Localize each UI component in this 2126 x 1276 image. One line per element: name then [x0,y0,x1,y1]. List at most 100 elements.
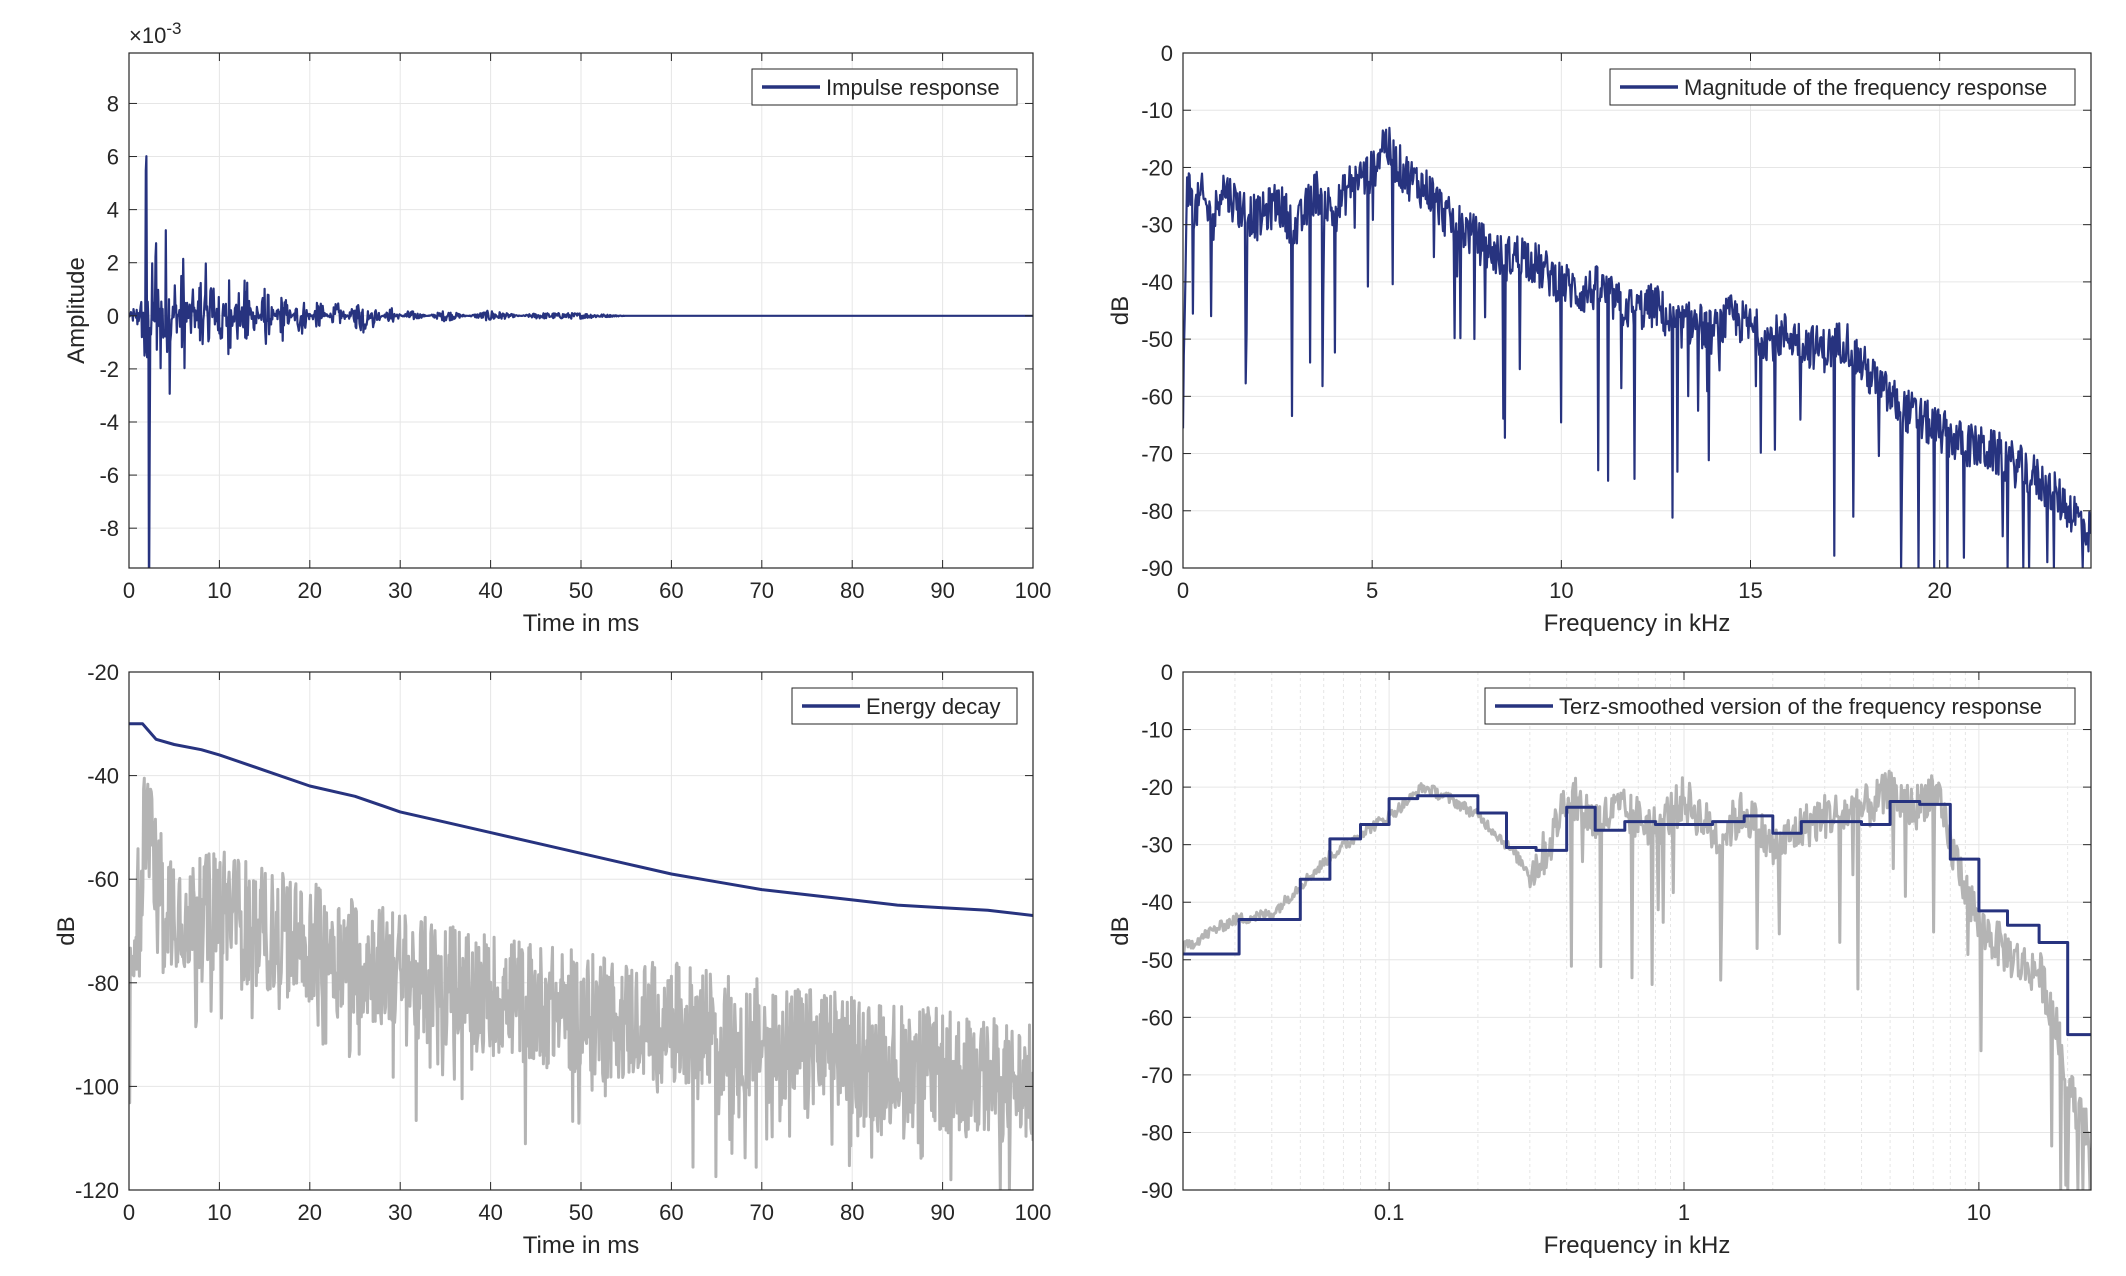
legend: Terz-smoothed version of the frequency r… [1484,687,2076,725]
y-axis-label: dB [1107,916,1134,945]
x-tick-label: 30 [388,1200,412,1225]
y-tick-label: -80 [87,971,119,996]
x-axis-label: Frequency in kHz [1544,610,1731,637]
x-tick-label: 20 [298,578,322,603]
y-tick-label: -60 [87,867,119,892]
y-tick-label: -100 [75,1074,119,1099]
x-axis-label: Frequency in kHz [1544,1232,1731,1259]
ticks: 0 10 20 30 40 50 60 70 80 90 100 -8 -6 -4 -2 0 2 4 6 8 [99,53,1051,603]
series-line-impulse [129,155,1033,568]
legend: Impulse response [751,68,1018,106]
y-axis-label: Amplitude [63,257,90,364]
y-tick-label: -40 [87,764,119,789]
y-tick-label: -10 [1141,718,1173,743]
y-tick-label: 0 [1161,660,1173,685]
y-tick-label: -20 [1141,775,1173,800]
x-tick-label: 20 [1927,578,1951,603]
y-tick-label: 0 [107,304,119,329]
y-tick-label: -50 [1141,948,1173,973]
series-group [129,155,1033,568]
x-tick-label: 0 [1177,578,1189,603]
panel-decay: 0 10 20 30 40 50 60 70 80 90 100 -20 -40 -60 -80 -100 -1… [53,660,1051,1259]
x-tick-label: 80 [840,578,864,603]
y-tick-label: 6 [107,145,119,170]
x-tick-label: 10 [1549,578,1573,603]
y-tick-label: -70 [1141,1063,1173,1088]
series-line-magnitude [1183,126,2091,568]
legend-box [1484,687,2076,725]
x-tick-label: 90 [930,578,954,603]
y-tick-label: -2 [99,357,119,382]
x-tick-label: 40 [478,578,502,603]
axes-box [1182,671,2092,1191]
x-axis-label: Time in ms [523,1232,639,1259]
panel-magnitude: 0 5 10 15 20 0 -10 -20 -30 -40 -50 -60 -70 -80 -90 Freq… [1107,41,2092,637]
series-group [1183,126,2091,568]
y-tick-label: -60 [1141,1005,1173,1030]
raw-line-terz [1183,769,2091,1190]
y-tick-label: 2 [107,251,119,276]
x-tick-label: 60 [659,1200,683,1225]
raw-line-decay [129,776,1033,1190]
legend: Energy decay [791,687,1018,725]
y-tick-label: -80 [1141,1120,1173,1145]
x-tick-label: 0 [123,578,135,603]
x-tick-label: 10 [207,1200,231,1225]
y-tick-label: -90 [1141,1178,1173,1203]
x-tick-label: 20 [298,1200,322,1225]
y-tick-label: -40 [1141,890,1173,915]
x-tick-label: 30 [388,578,412,603]
series-line-decay [129,722,1033,917]
x-tick-label: 5 [1366,578,1378,603]
y-tick-label: -70 [1141,442,1173,467]
y-axis-label: dB [53,916,80,945]
x-axis-label: Time in ms [523,610,639,637]
y-tick-label: -10 [1141,98,1173,123]
x-tick-label: 40 [478,1200,502,1225]
series-line-terz [1183,794,2091,1037]
y-tick-label: 8 [107,91,119,116]
panel-impulse: 0 10 20 30 40 50 60 70 80 90 100 -8 -6 -4 -2 0 2 4 6 8 Time … [63,19,1051,637]
y-tick-label: -80 [1141,499,1173,524]
y-tick-label: -60 [1141,384,1173,409]
y-tick-label: 4 [107,198,119,223]
legend-label: Terz-smoothed version of the frequency r… [1559,694,2042,719]
y-tick-label: -4 [99,410,119,435]
legend-label: Impulse response [826,75,1000,100]
legend-label: Magnitude of the frequency response [1684,75,2047,100]
y-tick-label: -50 [1141,327,1173,352]
x-tick-label: 15 [1738,578,1762,603]
axes-box [1182,52,2092,569]
x-tick-label: 50 [569,1200,593,1225]
y-tick-label: -120 [75,1178,119,1203]
ticks: 0 10 20 30 40 50 60 70 80 90 100 -20 -40 -60 -80 -100 -1… [75,660,1051,1225]
y-tick-label: -6 [99,463,119,488]
x-tick-label: 70 [750,578,774,603]
x-tick-label: 70 [750,1200,774,1225]
ticks: 0.1 1 10 0 -10 -20 -30 -40 -50 -60 -70 -80 -90 [1141,660,2091,1225]
exponent-label: ×10-3 [129,19,181,48]
y-tick-label: -20 [87,660,119,685]
panel-terz: 0.1 1 10 0 -10 -20 -30 -40 -50 -60 -70 -80 -90 Freque… [1107,660,2092,1259]
series-group [129,722,1033,1190]
y-tick-label: -20 [1141,155,1173,180]
x-tick-label: 10 [1967,1200,1991,1225]
x-tick-label: 100 [1015,578,1052,603]
y-tick-label: -30 [1141,833,1173,858]
legend-box [1609,68,2076,106]
grid [1182,52,2091,569]
x-tick-label: 0 [123,1200,135,1225]
y-tick-label: -90 [1141,556,1173,581]
series-group [1183,769,2091,1190]
x-tick-label: 80 [840,1200,864,1225]
y-tick-label: 0 [1161,41,1173,66]
ticks: 0 5 10 15 20 0 -10 -20 -30 -40 -50 -60 -70 -80 -90 [1141,41,2091,603]
y-tick-label: -40 [1141,270,1173,295]
x-tick-label: 0.1 [1374,1200,1405,1225]
plot-area [1183,672,2091,1190]
y-axis-label: dB [1107,296,1134,325]
legend: Magnitude of the frequency response [1609,68,2076,106]
x-tick-label: 90 [930,1200,954,1225]
y-tick-label: -8 [99,516,119,541]
